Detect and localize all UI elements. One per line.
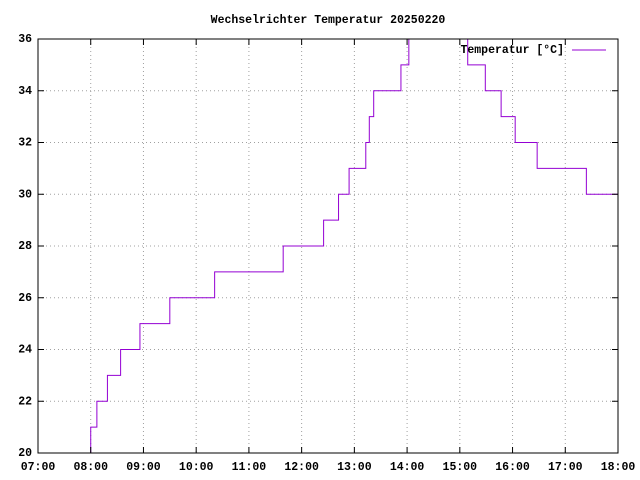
- legend-label: Temperatur [°C]: [460, 44, 564, 57]
- x-tick-label: 13:00: [337, 461, 372, 474]
- x-tick-label: 15:00: [443, 461, 478, 474]
- x-tick-label: 17:00: [548, 461, 583, 474]
- y-tick-label: 24: [18, 344, 32, 357]
- y-tick-label: 36: [18, 33, 32, 46]
- x-tick-label: 16:00: [495, 461, 530, 474]
- x-tick-label: 14:00: [390, 461, 425, 474]
- y-tick-label: 26: [18, 292, 32, 305]
- chart-title: Wechselrichter Temperatur 20250220: [211, 14, 446, 27]
- grid: [37, 38, 619, 454]
- y-tick-label: 34: [18, 85, 32, 98]
- x-tick-label: 18:00: [601, 461, 636, 474]
- y-tick-label: 20: [18, 447, 32, 460]
- x-tick-label: 10:00: [179, 461, 214, 474]
- y-tick-label: 22: [18, 395, 32, 408]
- y-tick-label: 32: [18, 137, 32, 150]
- plot-area: [89, 39, 618, 453]
- y-tick-label: 30: [18, 188, 32, 201]
- x-tick-label: 09:00: [126, 461, 161, 474]
- x-tick-label: 12:00: [284, 461, 319, 474]
- x-tick-label: 11:00: [232, 461, 267, 474]
- y-tick-label: 28: [18, 240, 32, 253]
- x-tick-label: 07:00: [21, 461, 56, 474]
- line: [89, 39, 618, 453]
- x-tick-label: 08:00: [73, 461, 108, 474]
